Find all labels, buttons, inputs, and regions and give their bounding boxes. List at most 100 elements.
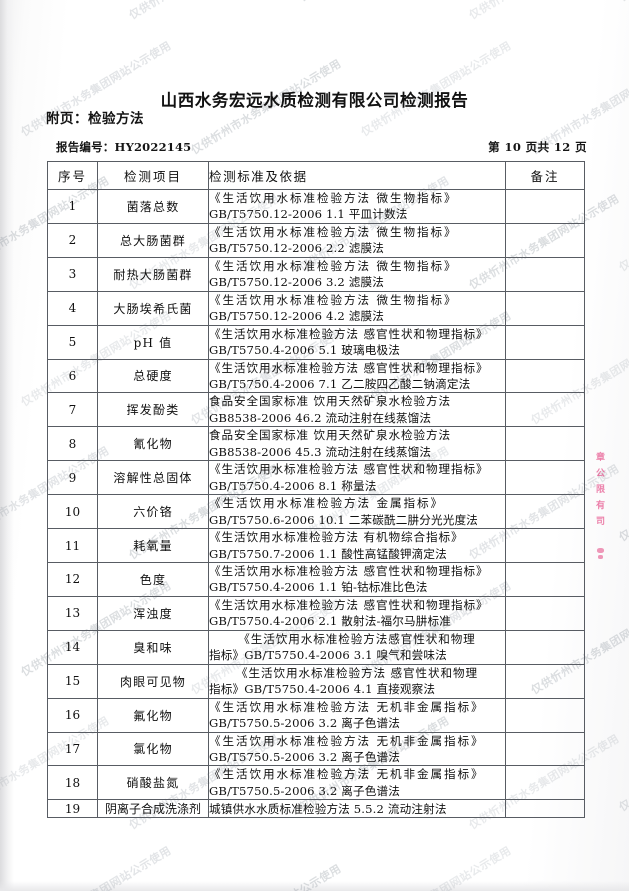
standard-line-1: 《生活饮用水标准检验方法 感官性状和物理指标》 <box>209 597 489 612</box>
cell-standard-basis: 《生活饮用水标准检验方法 微生物指标》 GB/T5750.12-2006 1.1 … <box>208 189 506 224</box>
table-body: 1 菌落总数 《生活饮用水标准检验方法 微生物指标》 GB/T5750.12-2006… <box>47 189 585 819</box>
cell-sequence-number: 7 <box>47 392 98 428</box>
cell-standard-basis: 《生活饮用水标准检验方法感官性状和物理 指标》GB/T5750.4-2006 3.… <box>208 629 506 665</box>
table-row: 12 色度 《生活饮用水标准检验方法 感官性状和物理指标》 GB/T5750.4-20… <box>47 561 585 597</box>
cell-remark <box>505 629 585 665</box>
cell-test-item: 阴离子合成洗涤剂 <box>97 799 209 819</box>
cell-test-item: 氯化物 <box>97 731 209 767</box>
standard-line-2: GB/T5750.5-2006 3.2 离子色谱法 <box>209 783 400 798</box>
cell-test-item: pH 值 <box>97 324 209 360</box>
standard-line-1: 《生活饮用水标准检验方法 感官性状和物理指标》 <box>209 326 489 341</box>
cell-remark <box>505 528 585 563</box>
standard-line-1: 《生活饮用水标准检验方法 感官性状和物理 <box>236 665 478 680</box>
cell-standard-basis: 《生活饮用水标准检验方法 无机非金属指标》 GB/T5750.5-2006 3.2… <box>208 731 506 767</box>
cell-remark <box>505 426 585 462</box>
cell-sequence-number: 4 <box>47 290 98 326</box>
standard-line-1: 城镇供水水质标准检验方法 5.5.2 流动注射法 <box>209 801 447 816</box>
cell-remark <box>505 595 585 631</box>
standard-line-1: 《生活饮用水标准检验方法感官性状和物理 <box>238 631 476 646</box>
cell-remark <box>505 392 585 428</box>
cell-standard-basis: 食品安全国家标准 饮用天然矿泉水检验方法 GB8538-2006 45.3 流动注… <box>208 426 506 462</box>
cell-remark <box>505 765 585 801</box>
standard-line-1: 《生活饮用水标准检验方法 微生物指标》 <box>209 292 458 307</box>
table-row: 4 大肠埃希氏菌 《生活饮用水标准检验方法 微生物指标》 GB/T5750.12-20… <box>47 290 585 326</box>
table-row: 15 肉眼可见物 《生活饮用水标准检验方法 感官性状和物理 指标》GB/T5750.4… <box>47 663 585 699</box>
cell-test-item: 氰化物 <box>97 426 209 462</box>
cell-sequence-number: 14 <box>47 629 98 665</box>
cell-remark <box>505 290 585 326</box>
cell-standard-basis: 《生活饮用水标准检验方法 感官性状和物理指标》GB/T5750.4-2006 4… <box>208 663 506 699</box>
table-row: 5 pH 值《生活饮用水标准检验方法 感官性状和物理指标》 GB/T5750.4-2… <box>47 324 585 360</box>
standard-line-1: 《生活饮用水标准检验方法 微生物指标》 <box>209 258 458 273</box>
cell-sequence-number: 18 <box>47 765 98 801</box>
standard-line-1: 《生活饮用水标准检验方法 感官性状和物理指标》 <box>209 360 489 375</box>
cell-remark <box>505 358 585 394</box>
cell-test-item: 浑浊度 <box>97 595 209 631</box>
cell-standard-basis: 《生活饮用水标准检验方法 微生物指标》 GB/T5750.12-2006 4.2 … <box>208 290 506 326</box>
cell-sequence-number: 16 <box>47 697 98 733</box>
cell-remark <box>505 663 585 699</box>
table-header-row: 序号 检测项目 检测标准及依据 备注 <box>47 161 585 190</box>
table-row: 16 氟化物 《生活饮用水标准检验方法 无机非金属指标》 GB/T5750.5-200… <box>47 697 585 733</box>
standard-line-1: 《生活饮用水标准检验方法 微生物指标》 <box>209 224 458 239</box>
cell-test-item: 挥发酚类 <box>97 392 209 428</box>
cell-standard-basis: 《生活饮用水标准检验方法 无机非金属指标》 GB/T5750.5-2006 3.2… <box>208 765 506 801</box>
cell-standard-basis: 城镇供水水质标准检验方法 5.5.2 流动注射法 <box>208 799 506 819</box>
table-row: 8 氰化物 食品安全国家标准 饮用天然矿泉水检验方法 GB8538-2006 45.3… <box>47 426 585 462</box>
test-method-table: 序号 检测项目 检测标准及依据 备注 1 菌落总数 《生活饮用水标准检验方法 微生物… <box>47 161 585 819</box>
column-header-standard: 检测标准及依据 <box>208 161 506 190</box>
standard-line-1: 《生活饮用水标准检验方法 无机非金属指标》 <box>209 767 485 782</box>
standard-line-1: 食品安全国家标准 饮用天然矿泉水检验方法 <box>209 394 451 409</box>
standard-line-1: 《生活饮用水标准检验方法 感官性状和物理指标》 <box>209 462 489 477</box>
standard-line-2: GB/T5750.12-2006 3.2 滤膜法 <box>209 275 384 290</box>
cell-standard-basis: 《生活饮用水标准检验方法 感官性状和物理指标》 GB/T5750.4-2006 5… <box>208 324 506 360</box>
table-row: 3 耐热大肠菌群 《生活饮用水标准检验方法 微生物指标》 GB/T5750.12-20… <box>47 256 585 292</box>
cell-remark <box>505 222 585 258</box>
cell-test-item: 臭和味 <box>97 629 209 665</box>
paper-edge-bottom <box>0 881 629 891</box>
cell-test-item: 氟化物 <box>97 697 209 733</box>
cell-sequence-number: 5 <box>47 324 98 360</box>
table-row: 1 菌落总数 《生活饮用水标准检验方法 微生物指标》 GB/T5750.12-2006… <box>47 189 585 224</box>
table-row: 9 溶解性总固体 《生活饮用水标准检验方法 感官性状和物理指标》 GB/T5750.4… <box>47 460 585 496</box>
standard-line-2: GB/T5750.4-2006 8.1 称量法 <box>209 478 377 493</box>
standard-line-1: 《生活饮用水标准检验方法 感官性状和物理指标》 <box>209 563 489 578</box>
standard-line-2: GB8538-2006 46.2 流动注射在线蒸馏法 <box>209 410 432 425</box>
cell-test-item: 溶解性总固体 <box>97 460 209 496</box>
column-header-no: 序号 <box>47 161 98 190</box>
cell-test-item: 耐热大肠菌群 <box>97 256 209 292</box>
cell-sequence-number: 3 <box>47 256 98 292</box>
standard-line-2: GB/T5750.5-2006 3.2 离子色谱法 <box>209 716 400 731</box>
cell-standard-basis: 食品安全国家标准 饮用天然矿泉水检验方法 GB8538-2006 46.2 流动注… <box>208 392 506 428</box>
cell-standard-basis: 《生活饮用水标准检验方法 金属指标》 GB/T5750.6-2006 10.1 二… <box>208 494 506 530</box>
standard-line-2: 指标》GB/T5750.4-2006 4.1 直接观察法 <box>209 682 436 697</box>
standard-line-2: GB/T5750.4-2006 5.1 玻璃电极法 <box>209 343 400 358</box>
page-indicator: 第 10 页共 12 页 <box>488 140 587 154</box>
table-row: 11 耗氧量 《生活饮用水标准检验方法 有机物综合指标》 GB/T5750.7-200… <box>47 528 585 563</box>
cell-sequence-number: 8 <box>47 426 98 462</box>
cell-standard-basis: 《生活饮用水标准检验方法 有机物综合指标》 GB/T5750.7-2006 1.1… <box>208 528 506 563</box>
standard-line-2: GB/T5750.6-2006 10.1 二苯碳酰二肼分光光度法 <box>209 512 478 527</box>
standard-line-2: GB/T5750.12-2006 1.1 平皿计数法 <box>209 207 408 222</box>
cell-sequence-number: 12 <box>47 561 98 597</box>
standard-line-1: 《生活饮用水标准检验方法 微生物指标》 <box>209 191 458 205</box>
standard-line-1: 食品安全国家标准 饮用天然矿泉水检验方法 <box>209 428 451 443</box>
cell-test-item: 总硬度 <box>97 358 209 394</box>
page-title: 山西水务宏远水质检测有限公司检测报告 <box>160 91 469 111</box>
cell-sequence-number: 10 <box>47 494 98 530</box>
cell-remark <box>505 731 585 767</box>
standard-line-1: 《生活饮用水标准检验方法 有机物综合指标》 <box>209 530 464 545</box>
standard-line-1: 《生活饮用水标准检验方法 无机非金属指标》 <box>209 733 485 748</box>
cell-remark <box>505 494 585 530</box>
cell-test-item: 大肠埃希氏菌 <box>97 290 209 326</box>
cell-remark <box>505 324 585 360</box>
cell-test-item: 六价铬 <box>97 494 209 530</box>
cell-remark <box>505 799 585 819</box>
cell-standard-basis: 《生活饮用水标准检验方法 感官性状和物理指标》 GB/T5750.4-2006 2… <box>208 595 506 631</box>
cell-sequence-number: 13 <box>47 595 98 631</box>
table-row: 10 六价铬 《生活饮用水标准检验方法 金属指标》 GB/T5750.6-2006 1… <box>47 494 585 530</box>
column-header-note: 备注 <box>505 161 585 190</box>
table-row: 17 氯化物 《生活饮用水标准检验方法 无机非金属指标》 GB/T5750.5-200… <box>47 731 585 767</box>
cell-sequence-number: 15 <box>47 663 98 699</box>
